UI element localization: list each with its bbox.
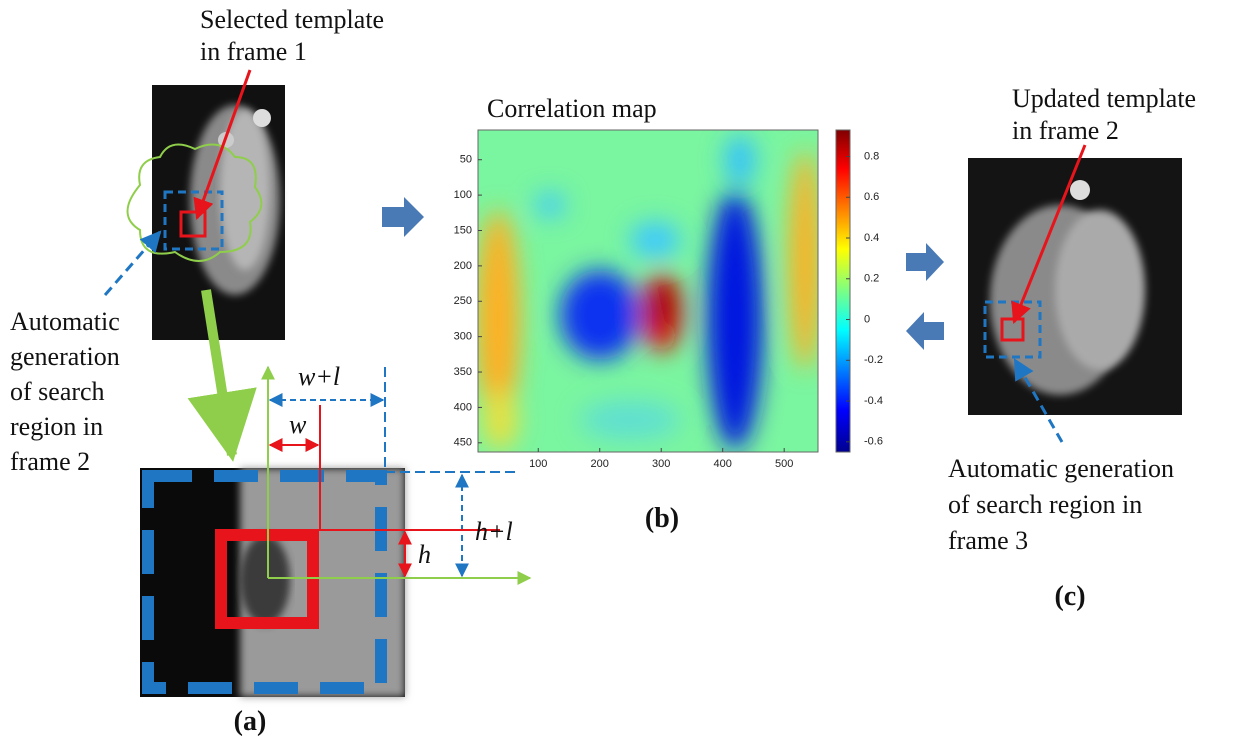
label: in frame 1 (200, 37, 307, 66)
x-tick-label: 400 (714, 458, 732, 470)
label: generation (10, 342, 120, 371)
y-tick-label: 250 (454, 295, 472, 307)
mri-frame-1 (152, 85, 285, 340)
mri-frame-2 (968, 158, 1182, 415)
colorbar-tick-label: 0 (864, 313, 870, 325)
flow-arrow (382, 197, 424, 237)
flow-arrow (906, 243, 944, 281)
colorbar-tick-label: -0.6 (864, 436, 883, 448)
zoomed-region (140, 468, 405, 697)
label: Automatic generation (948, 454, 1174, 483)
colorbar-tick-label: 0.2 (864, 273, 879, 285)
label: in frame 2 (1012, 116, 1119, 145)
colorbar-tick-label: 0.6 (864, 191, 879, 203)
colorbar-tick-label: 0.8 (864, 150, 879, 162)
flow-arrow (906, 312, 944, 350)
y-tick-label: 50 (460, 154, 472, 166)
y-tick-label: 400 (454, 401, 472, 413)
y-tick-label: 150 (454, 224, 472, 236)
label: Updated template (1012, 84, 1196, 113)
x-tick-label: 200 (591, 458, 609, 470)
colorbar (836, 130, 850, 452)
label: Selected template (200, 5, 384, 34)
y-tick-label: 450 (454, 437, 472, 449)
dim-label: h (418, 540, 431, 569)
colorbar-tick-label: -0.2 (864, 354, 883, 366)
caption: (b) (645, 503, 679, 534)
label: region in (10, 412, 103, 441)
caption: (c) (1054, 581, 1085, 612)
pointer (105, 232, 160, 295)
y-tick-label: 100 (454, 189, 472, 201)
x-tick-label: 300 (652, 458, 670, 470)
colorbar-tick-label: -0.4 (864, 395, 883, 407)
y-tick-label: 200 (454, 260, 472, 272)
caption: (a) (234, 706, 267, 737)
y-tick-label: 300 (454, 331, 472, 343)
label: frame 2 (10, 447, 90, 476)
figure: Selected template in frame 1 w+l w h+l h… (0, 0, 1236, 742)
x-tick-label: 500 (775, 458, 793, 470)
y-tick-label: 350 (454, 366, 472, 378)
chart-title: Correlation map (487, 94, 657, 123)
heatmap (476, 130, 821, 452)
x-tick-label: 100 (529, 458, 547, 470)
dim-label: w+l (298, 362, 340, 391)
label: of search (10, 377, 105, 406)
label: of search region in (948, 490, 1142, 519)
dim-label: w (289, 410, 307, 439)
label: Automatic (10, 307, 120, 336)
dim-label: h+l (475, 517, 513, 546)
colorbar-tick-label: 0.4 (864, 232, 879, 244)
label: frame 3 (948, 526, 1028, 555)
